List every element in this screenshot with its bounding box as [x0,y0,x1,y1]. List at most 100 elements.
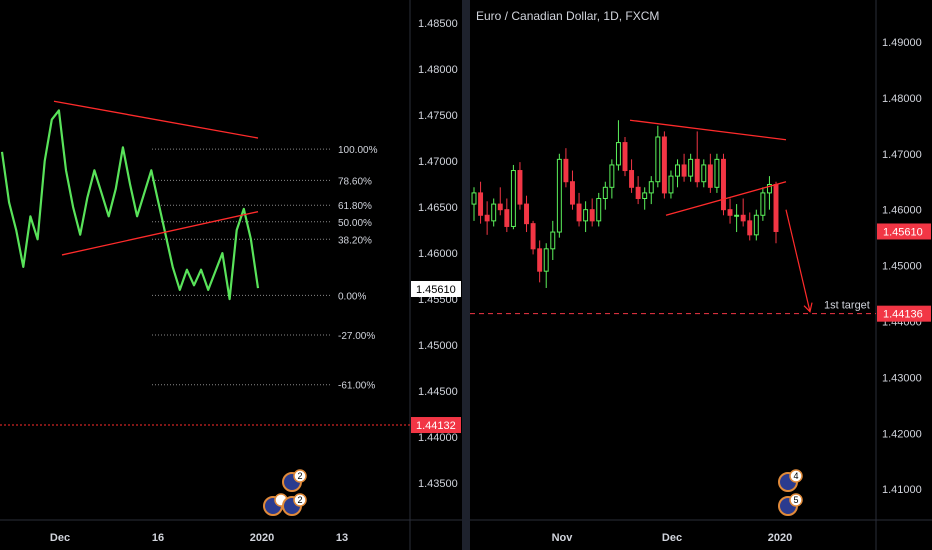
fib-level-label: 61.80% [338,201,372,212]
candle [609,159,615,199]
candle [655,125,661,188]
candle [563,148,569,188]
candle [471,187,477,221]
candle [570,170,575,210]
candle-body [714,158,720,188]
candle-body [602,186,608,199]
price-tick-label: 1.46000 [418,248,458,260]
fib-level-label: 50.00% [338,218,372,229]
price-tick-label: 1.43000 [882,372,922,384]
projection-arrow-head [803,302,813,313]
candle-body [596,197,602,222]
price-tick-label: 1.44000 [418,432,458,444]
candle [635,176,641,205]
candle [707,153,713,193]
candle-body [609,164,615,188]
fib-level-label: -27.00% [338,331,375,342]
candle [484,201,490,235]
candle-body [734,214,740,217]
candle [497,187,503,216]
candle [648,176,654,205]
event-badge-bottom-count: 5 [793,495,798,505]
candle [681,153,687,182]
event-badge-top-count-bg [293,469,307,483]
candle [504,198,510,233]
candle-body [648,181,654,194]
candle-body [543,248,549,272]
price-tick-label: 1.47000 [418,156,458,168]
left-chart-pane[interactable]: 1.48500 1.48000 1.47500 1.47000 1.46500 1.460… [0,0,462,550]
target-price-tag-bg [877,305,931,322]
price-tick-label: 1.46500 [418,202,458,214]
candle-body [655,136,661,183]
time-tick-label: Nov [552,532,574,544]
time-tick-label: 2020 [768,532,792,544]
candle-body [681,164,687,177]
pane-divider[interactable] [462,0,470,550]
fib-level-label: 100.00% [338,145,378,156]
time-tick-label: 2020 [250,532,274,544]
candle-body [622,142,628,172]
candle-body [675,164,680,177]
candle [688,153,694,182]
candle [596,192,602,227]
candle-body [615,142,621,166]
candle-body [694,158,700,183]
candle [721,153,726,216]
candle [524,195,529,233]
price-tick-label: 1.47500 [418,110,458,122]
price-tick-label: 1.43500 [418,478,458,490]
candle-body [760,192,766,216]
target-price-tag-bg [411,417,461,434]
fib-level-label: 78.60% [338,176,372,187]
price-tick-label: 1.44500 [418,386,458,398]
candle [714,153,720,193]
candle-body [635,186,641,199]
price-tick-label: 1.41000 [882,484,922,496]
current-price-tag: 1.45610 [883,226,923,238]
price-line [0,109,260,301]
candle [478,181,484,224]
target-price-tag: 1.44136 [883,309,923,321]
candle [753,209,759,241]
candle-body [491,203,497,222]
candle [491,198,497,227]
candle-body [629,170,635,188]
candle [668,170,674,199]
left-chart-canvas[interactable]: 1.48500 1.48000 1.47500 1.47000 1.46500 1.460… [0,0,462,550]
candle [622,136,628,177]
candle-body [524,203,529,225]
time-tick-label: Dec [662,532,682,544]
candle-body [576,203,582,222]
candle [661,131,667,199]
candle-body [753,214,759,236]
price-tick-label: 1.45000 [882,261,922,273]
right-chart-canvas[interactable]: 1.490001.480001.470001.460001.450001.440… [470,0,932,550]
time-tick-label: Dec [50,532,70,544]
right-chart-pane[interactable]: 1.49000 1.48000 1.47000 1.46000 1.45000 1.440… [470,0,932,550]
candle [530,220,536,255]
candle-body [668,175,674,194]
price-tick-label: 1.45000 [418,340,458,352]
candle-body [642,192,648,199]
event-badge-top-count-bg [789,469,803,483]
candle-body [504,209,510,227]
time-tick-label: 16 [152,532,164,544]
candle [740,198,746,227]
trendline-lower [61,211,259,256]
current-price-tag-bg [411,280,461,297]
candle [760,187,766,221]
candle-body [497,203,503,211]
event-badge-bottom-count: 2 [297,495,302,505]
candle-body [471,192,477,205]
candle-body [740,214,746,222]
candle-body [570,181,575,205]
current-price-tag: 1.45610 [416,284,456,296]
price-tick-label: 1.45500 [418,294,458,306]
candle-body [701,164,707,183]
trendline-upper [53,100,259,139]
price-tick-label: 1.49000 [882,37,922,49]
candle-body [478,192,484,216]
candle [550,220,556,260]
candle-body [747,220,753,236]
